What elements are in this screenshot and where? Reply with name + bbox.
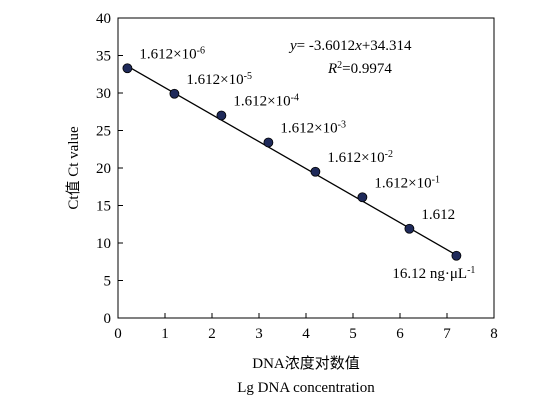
point-label-exponent: -1 [432,174,440,185]
data-point [122,63,133,74]
data-point [451,250,462,261]
points-group [122,63,462,261]
data-point [169,88,180,99]
axes: 0 1 2 3 4 5 6 7 8 0 5 10 15 20 25 30 35 40 [96,11,498,342]
point-label: 1.612×10-2 [327,148,393,166]
point-label: 1.612×10-5 [186,70,252,88]
point-label-exponent: -2 [385,148,393,159]
point-label-base: 16.12 ng·μL [392,266,467,282]
point-label: 1.612×10-1 [374,174,440,192]
x-tick-label: 3 [255,326,263,342]
equation-intercept: +34.314 [362,38,412,54]
data-point [310,166,321,177]
x-tick-label: 5 [349,326,357,342]
point-label-exponent: -5 [244,70,252,81]
r-squared-exponent: 2 [337,60,342,71]
point-label-base: 1.612 [421,207,455,223]
r-squared: R2=0.9974 [327,60,392,78]
y-tick-label: 15 [96,199,111,215]
point-label: 16.12 ng·μL-1 [392,264,475,282]
y-tick-label: 20 [96,161,111,177]
y-tick-label: 0 [104,311,112,327]
fit-line [124,64,460,258]
point-label-base: 1.612×10 [280,121,337,137]
x-tick-label: 8 [490,326,498,342]
point-label: 1.612×10-3 [280,119,346,137]
point-label-exponent: -1 [467,264,475,275]
y-tick-label: 5 [104,274,112,290]
x-tick-label: 7 [443,326,451,342]
regression-equation: y= -3.6012x+34.314 [288,38,412,54]
point-label-base: 1.612×10 [186,72,243,88]
y-axis-title: Ct值 Ct value [65,126,82,210]
point-label: 1.612×10-4 [233,92,299,110]
point-label-exponent: -6 [197,45,205,56]
point-label-exponent: -4 [291,92,299,103]
data-point [263,137,274,148]
equation-slope: = -3.6012 [297,38,355,54]
x-tick-label: 0 [114,326,122,342]
r-squared-var: R [327,61,337,77]
equation-y-var: y [288,38,297,54]
x-axis-title-english: Lg DNA concentration [237,380,375,396]
y-tick-label: 40 [96,11,111,27]
r-squared-value: =0.9974 [342,61,392,77]
y-tick-label: 30 [96,86,111,102]
point-label: 1.612 [421,207,455,223]
data-point [357,192,368,203]
x-tick-label: 4 [302,326,310,342]
y-tick-label: 10 [96,236,111,252]
y-tick-label: 25 [96,124,111,140]
fit-line-group [124,64,460,258]
x-tick-label: 2 [208,326,216,342]
x-axis-title-chinese: DNA浓度对数值 [252,355,360,372]
y-tick-label: 35 [96,49,111,65]
point-label-base: 1.612×10 [374,175,431,191]
x-tick-label: 1 [161,326,169,342]
point-label-base: 1.612×10 [233,94,290,110]
data-point [404,223,415,234]
x-tick-label: 6 [396,326,404,342]
point-labels-group: 1.612×10-61.612×10-51.612×10-41.612×10-3… [139,45,475,282]
point-label-base: 1.612×10 [327,150,384,166]
point-label-base: 1.612×10 [139,46,196,62]
equation-x-var: x [354,38,362,54]
data-point [216,110,227,121]
point-label-exponent: -3 [338,119,346,130]
point-label: 1.612×10-6 [139,45,205,63]
